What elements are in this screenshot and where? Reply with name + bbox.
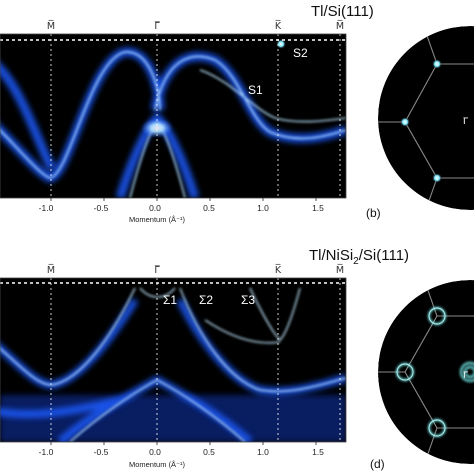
- bottom-sym-gamma: Γ̅: [154, 265, 160, 276]
- top-tick-6: 1.5: [312, 203, 324, 213]
- top-arpes-map: S2 S1: [0, 34, 346, 198]
- top-tick-3: 0.0: [149, 203, 161, 213]
- bottom-label-sigma3: Σ3: [241, 293, 255, 307]
- top-tick-5: 1.0: [257, 203, 269, 213]
- bottom-tick-1: -1.0: [39, 447, 54, 457]
- bottom-sym-m2: M̅: [336, 264, 344, 276]
- top-panel-label: (b): [366, 206, 381, 220]
- bottom-tick-4: 0.5: [203, 447, 215, 457]
- bottom-title: Tl/NiSi2/Si(111): [309, 247, 409, 267]
- bottom-tick-6: 1.5: [312, 447, 324, 457]
- bottom-panel-label: (d): [370, 457, 385, 471]
- bottom-fermi-surface: Γ̅: [378, 280, 474, 464]
- top-sym-m1: M̅: [47, 20, 55, 32]
- bottom-map-frame: [0, 277, 347, 443]
- top-fermi-surface: Γ̅: [378, 26, 474, 210]
- bottom-fs-gamma-label: Γ̅: [463, 371, 469, 381]
- top-sym-m2: M̅: [336, 20, 344, 32]
- top-tick-1: -1.0: [39, 203, 54, 213]
- top-symmetry-labels: M̅ Γ̅ K̅ M̅: [47, 20, 344, 32]
- bottom-sym-m1: M̅: [47, 264, 55, 276]
- bottom-x-axis: -1.0 -0.5 0.0 0.5 1.0 1.5 Momentum (Å⁻¹): [39, 442, 324, 469]
- bottom-tick-3: 0.0: [149, 447, 161, 457]
- top-fs-gamma-label: Γ̅: [463, 117, 469, 127]
- bottom-symmetry-labels: M̅ Γ̅ K̅ M̅: [47, 264, 344, 276]
- top-axis-label: Momentum (Å⁻¹): [129, 215, 186, 224]
- top-map-frame: [0, 33, 347, 199]
- top-sym-gamma: Γ̅: [154, 21, 160, 32]
- top-sym-k: K̅: [275, 20, 282, 32]
- bottom-arpes-map: Σ1 Σ2 Σ3: [0, 278, 346, 442]
- bottom-label-sigma1: Σ1: [163, 293, 177, 307]
- top-tick-4: 0.5: [203, 203, 215, 213]
- bottom-label-sigma2: Σ2: [199, 293, 213, 307]
- top-tick-2: -0.5: [94, 203, 109, 213]
- bottom-axis-label: Momentum (Å⁻¹): [129, 460, 186, 469]
- top-x-axis: -1.0 -0.5 0.0 0.5 1.0 1.5 Momentum (Å⁻¹): [39, 198, 324, 224]
- bottom-tick-2: -0.5: [94, 447, 109, 457]
- top-title: Tl/Si(111): [311, 3, 374, 20]
- top-label-s1: S1: [248, 83, 263, 97]
- bottom-tick-5: 1.0: [257, 447, 269, 457]
- top-label-s2: S2: [293, 46, 308, 60]
- bottom-sym-k: K̅: [275, 264, 282, 276]
